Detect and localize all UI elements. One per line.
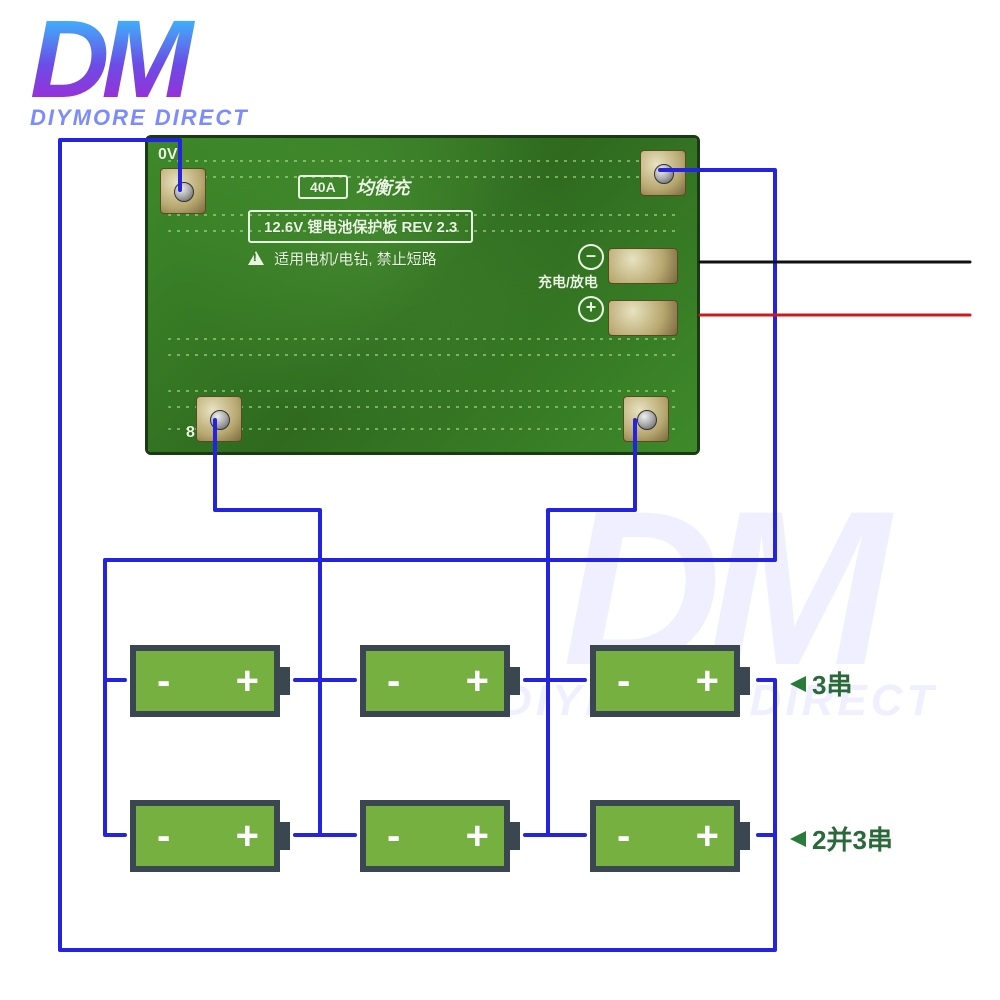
battery-cell: -+ [130,800,280,872]
battery-plus: + [236,661,259,701]
battery-minus: - [617,661,630,701]
wire-blue [295,680,355,835]
warning-text: 适用电机/电钻, 禁止短路 [274,251,437,268]
logo-subtitle: DIYMORE DIRECT [30,105,249,131]
wire-blue [525,680,585,835]
wire-blue [215,420,320,680]
solder-blob [174,182,194,202]
pad-label-0v: 0V [158,146,178,164]
diagram-canvas: DM DIYMORE DIRECT DM DIYMORE DIRECT 0V 4… [0,0,1000,1000]
warning-row: 适用电机/电钻, 禁止短路 [248,248,437,269]
battery-cell: -+ [360,645,510,717]
battery-cell: -+ [590,800,740,872]
battery-plus: + [466,816,489,856]
battery-plus: + [236,816,259,856]
series-note-3s: 3串 [790,665,852,702]
battery-minus: - [157,816,170,856]
arrow-left-icon [790,676,806,692]
pcb-board: 0V 4.2V 8.4V 12.6V 40A 均衡充 12.6V 锂电池保护板 … [145,135,700,455]
battery-cell: -+ [130,645,280,717]
series-note-3s-text: 3串 [812,665,852,702]
board-title-box: 12.6V 锂电池保护板 REV 2.3 [248,210,473,243]
brand-logo: DM DIYMORE DIRECT [30,10,249,131]
battery-cell: -+ [590,645,740,717]
plus-symbol: + [578,296,604,322]
logo-initials: DM [30,10,249,109]
solder-blob [210,410,230,430]
wire-blue [105,680,125,835]
minus-symbol: – [578,244,604,270]
amp-row: 40A 均衡充 [298,174,410,200]
charge-discharge-label: 充电/放电 [538,272,598,292]
amp-rating-box: 40A [298,175,348,199]
warning-icon [248,251,264,265]
amp-side-label: 均衡充 [356,174,410,200]
battery-cell: -+ [360,800,510,872]
series-note-2p3s-text: 2并3串 [812,820,893,857]
solder-pad [608,300,678,336]
wire-blue [548,420,635,680]
battery-minus: - [387,816,400,856]
battery-minus: - [157,661,170,701]
battery-minus: - [387,661,400,701]
battery-plus: + [696,816,719,856]
battery-plus: + [696,661,719,701]
battery-plus: + [466,661,489,701]
solder-blob [654,164,674,184]
solder-pad [608,248,678,284]
battery-minus: - [617,816,630,856]
series-note-2p3s: 2并3串 [790,820,893,857]
arrow-left-icon [790,831,806,847]
solder-blob [637,410,657,430]
